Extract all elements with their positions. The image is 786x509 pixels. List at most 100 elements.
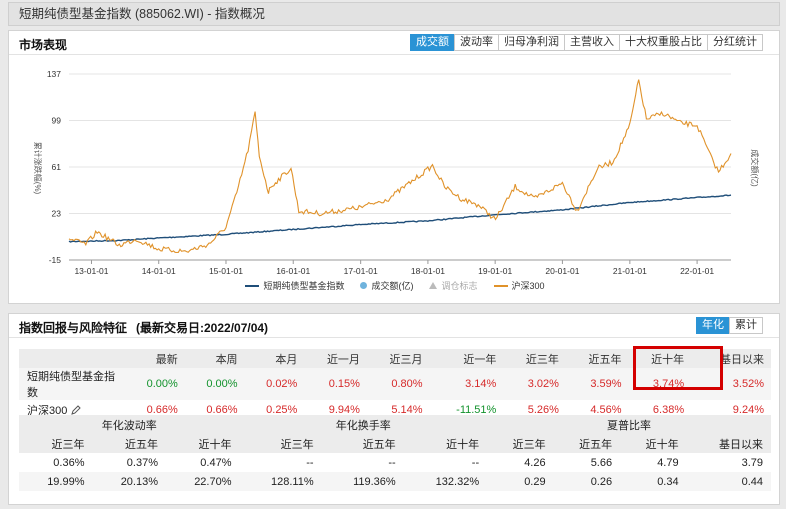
tab-net-profit[interactable]: 归母净利润 [498,34,565,51]
stats-cell: 20.13% [92,472,166,491]
return-cell: 3.52% [691,368,771,400]
legend-item-hs300[interactable]: 沪深300 [493,279,545,292]
market-panel: 市场表现 成交额 波动率 归母净利润 主营收入 十大权重股占比 分红统计 -15… [8,30,780,304]
stats-col-header[interactable]: 近三年 [239,434,322,453]
stats-cell: 128.11% [239,472,322,491]
tab-dividend[interactable]: 分红统计 [707,34,763,51]
stats-cell: 119.36% [321,472,404,491]
group-annual-turnover: 年化换手率 [239,415,488,434]
returns-table: 最新 本周 本月 近一月 近三月 近一年 近三年 近五年 近十年 基日以来 短期纯债型基金指数 0.… [19,349,771,419]
return-cell: 5.26% [527,403,559,416]
stats-cell: 22.70% [166,472,240,491]
return-cell: 0.25% [266,403,298,416]
series-line-hs300[interactable] [68,79,732,254]
y-tick-label: 23 [52,209,62,219]
market-header: 市场表现 成交额 波动率 归母净利润 主营收入 十大权重股占比 分红统计 [9,31,779,55]
risk-tabs: 年化 累计 [696,317,763,334]
stats-cell: 0.47% [200,456,232,469]
stats-col-header[interactable]: 近三年 [19,434,93,453]
return-cell: 3.14% [429,368,504,400]
table-row: 19.99% 20.13% 22.70% 128.11% 119.36% 132.32% 0… [19,472,771,491]
col-header[interactable]: 近五年 [565,349,629,368]
group-annual-volatility: 年化波动率 [19,415,240,434]
y-axis-label: 累计涨跌幅(%) [33,142,43,195]
stats-cell: -- [471,456,480,469]
x-tick-label: 17-01-01 [344,266,378,276]
stats-col-header[interactable]: 近十年 [166,434,240,453]
return-cell: 3.59% [565,368,629,400]
tab-annualized[interactable]: 年化 [696,317,730,334]
group-sharpe-ratio: 夏普比率 [487,415,771,434]
x-tick-label: 19-01-01 [478,266,512,276]
y-tick-label: 99 [52,116,62,126]
col-header[interactable]: 基日以来 [691,349,771,368]
y-tick-label: 61 [52,162,62,172]
col-header[interactable]: 近十年 [628,349,692,368]
col-header[interactable]: 最新 [125,349,185,368]
stats-cell: 5.66 [590,456,613,469]
tab-top10-weight[interactable]: 十大权重股占比 [619,34,708,51]
series-line-index[interactable] [68,194,732,243]
market-tabs: 成交额 波动率 归母净利润 主营收入 十大权重股占比 分红统计 [410,34,763,51]
table-row: 沪深300 0.66% 0.66% 0.25% 9.94% 5.14% -11.51% 5.2… [19,400,771,419]
row-name[interactable]: 短期纯债型基金指数 [19,368,125,400]
stats-group-row: 年化波动率 年化换手率 夏普比率 [19,415,771,434]
returns-header-row: 最新 本周 本月 近一月 近三月 近一年 近三年 近五年 近十年 基日以来 [19,349,771,368]
row-name-label: 沪深300 [27,404,68,417]
market-title: 市场表现 [19,38,68,52]
tab-revenue[interactable]: 主营收入 [564,34,620,51]
x-tick-label: 15-01-01 [209,266,243,276]
stats-cell: -- [306,456,314,469]
stats-cell: 0.26 [553,472,621,491]
legend-item-turnover[interactable]: 成交额(亿) [360,279,413,292]
col-header[interactable]: 本月 [244,349,305,368]
row-name[interactable]: 沪深300 [19,400,125,419]
return-cell: 0.00% [125,368,185,400]
y-tick-label: -15 [49,255,62,265]
col-name [19,349,125,368]
stats-col-header[interactable]: 近十年 [620,434,687,453]
stats-col-header[interactable]: 近三年 [487,434,554,453]
table-row: 短期纯债型基金指数 0.00% 0.00% 0.02% 0.15% 0.80% 3.14% 3… [19,368,771,400]
legend-item-index[interactable]: 短期纯债型基金指数 [245,279,344,292]
stats-cell: 0.29 [487,472,554,491]
col-header[interactable]: 近一月 [304,349,367,368]
risk-header: 指数回报与风险特征 (最新交易日:2022/07/04) 年化 累计 [9,314,779,338]
stats-col-header[interactable]: 基日以来 [686,434,771,453]
x-tick-label: 16-01-01 [276,266,310,276]
y-axis-label-right: 成交额(亿) [750,149,760,187]
return-cell: 0.02% [244,368,305,400]
risk-stats-table: 年化波动率 年化换手率 夏普比率 近三年 近五年 近十年 近三年 近五年 近十年 近三年 近五… [19,415,771,491]
table-row: 0.36% 0.37% 0.47% -- -- -- 4.26 5.66 4.79 3.79 [19,453,771,472]
return-cell: 0.15% [304,368,367,400]
tab-volatility[interactable]: 波动率 [454,34,499,51]
risk-panel: 指数回报与风险特征 (最新交易日:2022/07/04) 年化 累计 最新 本周本… [8,313,780,505]
stats-subheader-row: 近三年 近五年 近十年 近三年 近五年 近十年 近三年 近五年 近十年 基日以来 [19,434,771,453]
stats-cell: 4.26 [524,456,546,469]
stats-cell: 0.44 [686,472,771,491]
performance-chart[interactable]: -15 23 61 99 137 13-01-01 14-01-01 15-01-01 16-… [9,56,779,278]
stats-cell: 4.79 [657,456,679,469]
latest-trade-date: (最新交易日:2022/07/04) [136,321,269,335]
tab-turnover[interactable]: 成交额 [410,34,455,51]
legend-item-rebalance[interactable]: 调仓标志 [429,279,478,292]
stats-col-header[interactable]: 近五年 [321,434,404,453]
return-cell: 3.02% [503,368,566,400]
return-cell: 0.80% [366,368,430,400]
stats-col-header[interactable]: 近五年 [92,434,166,453]
col-header[interactable]: 近三年 [503,349,566,368]
col-header[interactable]: 本周 [184,349,245,368]
return-cell: 9.94% [328,403,360,416]
stats-cell: -- [388,456,396,469]
return-cell: -11.51% [456,403,497,416]
edit-icon[interactable] [71,404,82,415]
x-tick-label: 18-01-01 [411,266,445,276]
tab-cumulative[interactable]: 累计 [729,317,763,334]
x-tick-label: 13-01-01 [74,266,108,276]
stats-col-header[interactable]: 近十年 [403,434,488,453]
stats-col-header[interactable]: 近五年 [553,434,621,453]
return-cell: 9.24% [732,403,764,416]
col-header[interactable]: 近三月 [366,349,430,368]
col-header[interactable]: 近一年 [429,349,504,368]
x-tick-label: 14-01-01 [142,266,176,276]
